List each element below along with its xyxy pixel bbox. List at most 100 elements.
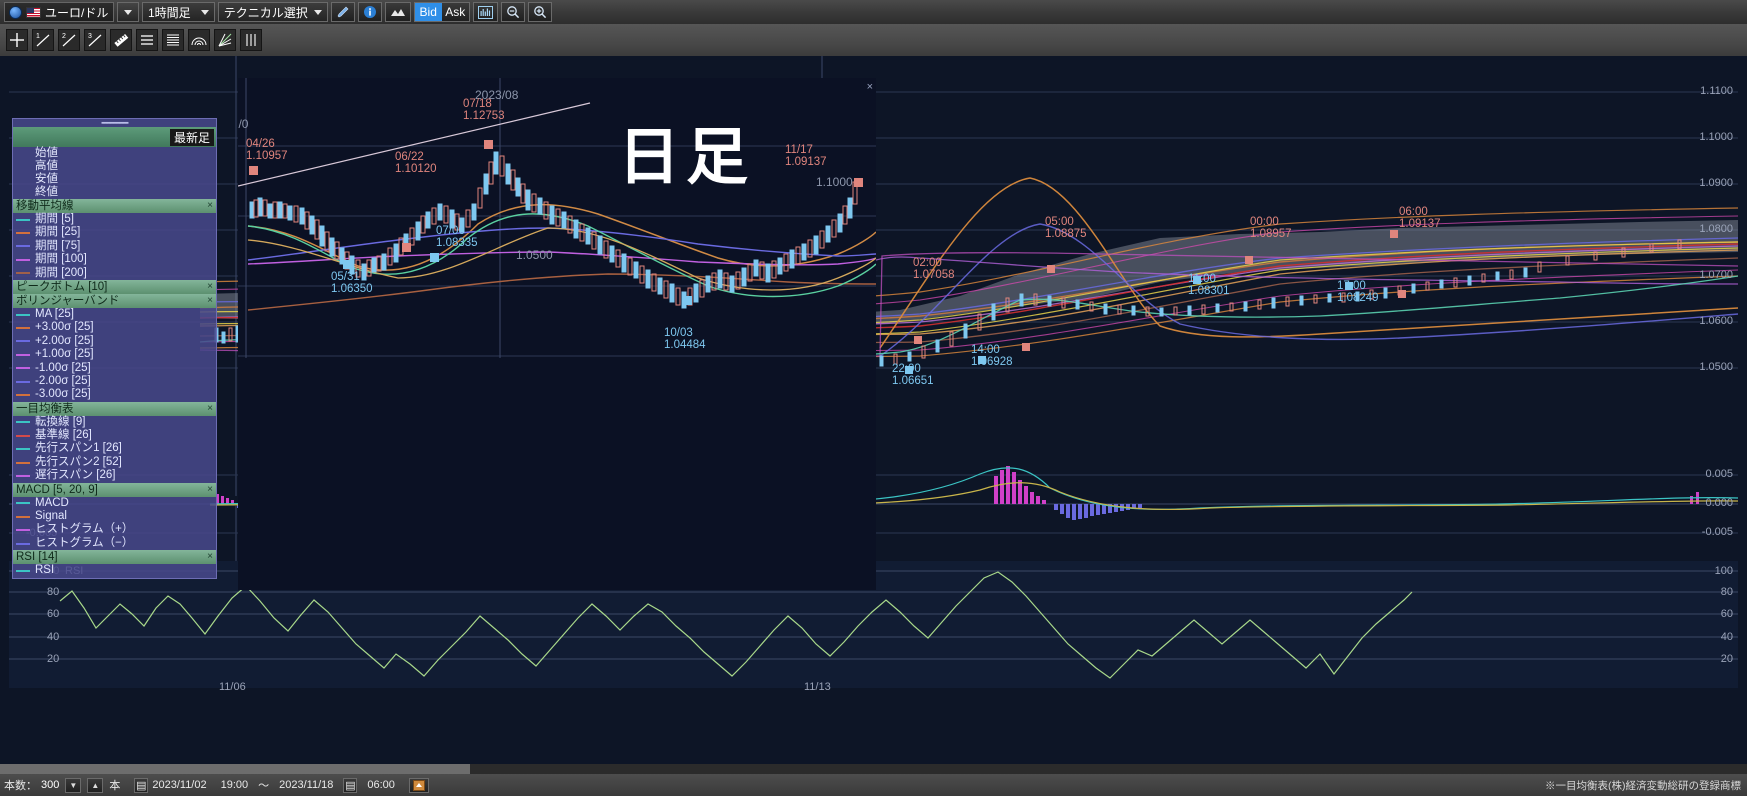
legend-item-ma100[interactable]: 期間 [100] bbox=[13, 253, 216, 266]
close-icon[interactable]: × bbox=[207, 551, 213, 563]
legend-item-chikou[interactable]: 遅行スパン [26] bbox=[13, 469, 216, 482]
fib-fan-tool-button[interactable] bbox=[214, 29, 236, 51]
technical-select-button[interactable]: テクニカル選択 bbox=[217, 2, 328, 22]
area-chart-button[interactable] bbox=[384, 2, 411, 22]
close-icon[interactable]: × bbox=[207, 200, 213, 211]
legend-item-ma25[interactable]: 期間 [25] bbox=[13, 226, 216, 239]
legend-item-bb-m2[interactable]: -2.00σ [25] bbox=[13, 375, 216, 388]
fib-arc-tool-button[interactable] bbox=[188, 29, 210, 51]
time-to: 06:00 bbox=[367, 779, 395, 791]
rsi-tick-80-left: 80 bbox=[47, 586, 60, 598]
rsi-tick-80-right: 80 bbox=[1720, 586, 1733, 598]
ask-button[interactable]: Ask bbox=[441, 3, 469, 21]
zoom-in-button[interactable] bbox=[527, 2, 552, 22]
macd-tick-pos: 0.005 bbox=[1705, 468, 1733, 480]
timeframe-label: 1時間足 bbox=[148, 5, 191, 20]
count-stepper-up[interactable]: ▲ bbox=[87, 777, 104, 793]
legend-item-macd-hist-neg[interactable]: ヒストグラム（−） bbox=[13, 537, 216, 550]
crosshair-tool-button[interactable] bbox=[6, 29, 28, 51]
mountain-icon bbox=[390, 9, 405, 16]
calendar-icon[interactable]: ▤ bbox=[343, 777, 358, 793]
trendline-3-tool-button[interactable]: 3 bbox=[84, 29, 106, 51]
close-icon[interactable]: × bbox=[207, 280, 213, 292]
rsi-tick-20-left: 20 bbox=[47, 653, 60, 665]
refresh-button[interactable] bbox=[408, 777, 429, 793]
count-stepper-down[interactable]: ▼ bbox=[65, 777, 82, 793]
horizontal-scrollbar[interactable] bbox=[0, 764, 1747, 774]
chart-area[interactable]: 1.1100 1.1000 1.0900 1.0800 1.0700 1.060… bbox=[0, 56, 1747, 696]
legend-item-bb-m1[interactable]: -1.00σ [25] bbox=[13, 362, 216, 375]
legend-item-ma75[interactable]: 期間 [75] bbox=[13, 240, 216, 253]
legend-item-tenkan[interactable]: 転換線 [9] bbox=[13, 416, 216, 429]
close-icon[interactable]: × bbox=[207, 483, 213, 495]
parallel-lines-tool-button[interactable] bbox=[162, 29, 184, 51]
legend-item-senkou2[interactable]: 先行スパン2 [52] bbox=[13, 456, 216, 469]
info-button[interactable] bbox=[357, 2, 382, 22]
daily-chart-svg bbox=[238, 78, 876, 590]
legend-item-ma5[interactable]: 期間 [5] bbox=[13, 213, 216, 226]
horizontal-lines-tool-button[interactable] bbox=[136, 29, 158, 51]
ruler-tool-button[interactable] bbox=[110, 29, 132, 51]
daily-chart-inset[interactable]: × 日足 2023/08 11/0 1.1000 1.0500 04/261.1… bbox=[238, 78, 876, 590]
pencil-button[interactable] bbox=[330, 2, 355, 22]
legend-group-ma[interactable]: 移動平均線 × bbox=[13, 199, 216, 213]
legend-item-bb-ma[interactable]: MA [25] bbox=[13, 308, 216, 321]
scrollbar-thumb[interactable] bbox=[0, 764, 470, 774]
symbol-dropdown-button[interactable] bbox=[117, 2, 139, 22]
legend-item-macd-hist-pos[interactable]: ヒストグラム（+） bbox=[13, 523, 216, 536]
inset-close-icon[interactable]: × bbox=[866, 81, 873, 93]
legend-group-macd[interactable]: MACD [5, 20, 9] × bbox=[13, 482, 216, 497]
bar-count-label: 本数： bbox=[4, 780, 37, 792]
legend-group-title: ピークボトム [10] bbox=[16, 280, 108, 293]
close-icon[interactable]: × bbox=[207, 402, 213, 414]
chevron-down-icon bbox=[124, 9, 132, 15]
line-swatch bbox=[16, 272, 30, 275]
legend-group-bollinger[interactable]: ボリンジャーバンド × bbox=[13, 293, 216, 308]
line-swatch bbox=[16, 367, 30, 370]
legend-item-macd-line[interactable]: MACD bbox=[13, 497, 216, 510]
legend-item-bb-p2[interactable]: +2.00σ [25] bbox=[13, 335, 216, 348]
line-swatch bbox=[16, 434, 30, 437]
fib-arc-icon bbox=[191, 37, 207, 46]
legend-drag-handle[interactable]: ▪▪▪▪▪▪▪▪▪▪▪▪▪▪▪▪▪▪ bbox=[101, 119, 129, 127]
trendline-1-icon: 1 bbox=[36, 33, 50, 47]
legend-item-bb-p3[interactable]: +3.00σ [25] bbox=[13, 321, 216, 334]
indicator-button[interactable] bbox=[472, 2, 498, 22]
trendline-2-tool-button[interactable]: 2 bbox=[58, 29, 80, 51]
trendline-2-icon: 2 bbox=[62, 33, 76, 47]
horizontal-lines-icon bbox=[141, 35, 153, 45]
fib-vertical-tool-button[interactable] bbox=[240, 29, 262, 51]
legend-group-rsi[interactable]: RSI [14] × bbox=[13, 550, 216, 565]
legend-group-peakbottom[interactable]: ピークボトム [10] × bbox=[13, 279, 216, 294]
legend-group-ichimoku[interactable]: 一目均衡表 × bbox=[13, 401, 216, 416]
legend-item-bb-p1[interactable]: +1.00σ [25] bbox=[13, 348, 216, 361]
zoom-out-button[interactable] bbox=[500, 2, 525, 22]
range-to-segment[interactable]: 2023/11/18 ▤ 06:00 bbox=[279, 777, 395, 793]
legend-item-bb-m3[interactable]: -3.00σ [25] bbox=[13, 388, 216, 401]
legend-item-macd-signal[interactable]: Signal bbox=[13, 510, 216, 523]
ohlc-high-label: 高値 bbox=[35, 160, 58, 172]
indicator-legend-panel[interactable]: ▪▪▪▪▪▪▪▪▪▪▪▪▪▪▪▪▪▪ 最新足 始値 高値 安値 終値 移動平均線… bbox=[12, 118, 217, 579]
price-tick-5: 1.0700 bbox=[1699, 269, 1733, 281]
price-tick-3: 1.0900 bbox=[1699, 177, 1733, 189]
line-swatch bbox=[16, 340, 30, 343]
legend-item-ma200[interactable]: 期間 [200] bbox=[13, 267, 216, 280]
legend-group-title: RSI [14] bbox=[16, 551, 58, 564]
symbol-selector[interactable]: ユーロ/ドル bbox=[4, 2, 114, 22]
legend-item-rsi[interactable]: RSI bbox=[13, 564, 216, 577]
rsi-tick-40-right: 40 bbox=[1720, 631, 1733, 643]
legend-item-kijun[interactable]: 基準線 [26] bbox=[13, 429, 216, 442]
range-from-segment[interactable]: ▤ 2023/11/02 19:00 bbox=[134, 777, 248, 793]
close-icon[interactable]: × bbox=[207, 294, 213, 306]
status-bar: 本数： 300 ▼ ▲ 本 ▤ 2023/11/02 19:00 〜 2023/… bbox=[0, 774, 1747, 796]
trendline-1-tool-button[interactable]: 1 bbox=[32, 29, 54, 51]
calendar-icon[interactable]: ▤ bbox=[134, 777, 149, 793]
parallel-lines-icon bbox=[167, 34, 179, 46]
trademark-note: ※一目均衡表(株)経済変動総研の登録商標 bbox=[1545, 779, 1741, 792]
bid-ask-toggle[interactable]: Bid Ask bbox=[413, 2, 470, 22]
bid-button[interactable]: Bid bbox=[414, 3, 442, 21]
legend-item-senkou1[interactable]: 先行スパン1 [26] bbox=[13, 442, 216, 455]
bars-icon bbox=[477, 5, 493, 19]
technical-select-label: テクニカル選択 bbox=[223, 5, 308, 20]
timeframe-selector[interactable]: 1時間足 bbox=[142, 2, 215, 22]
